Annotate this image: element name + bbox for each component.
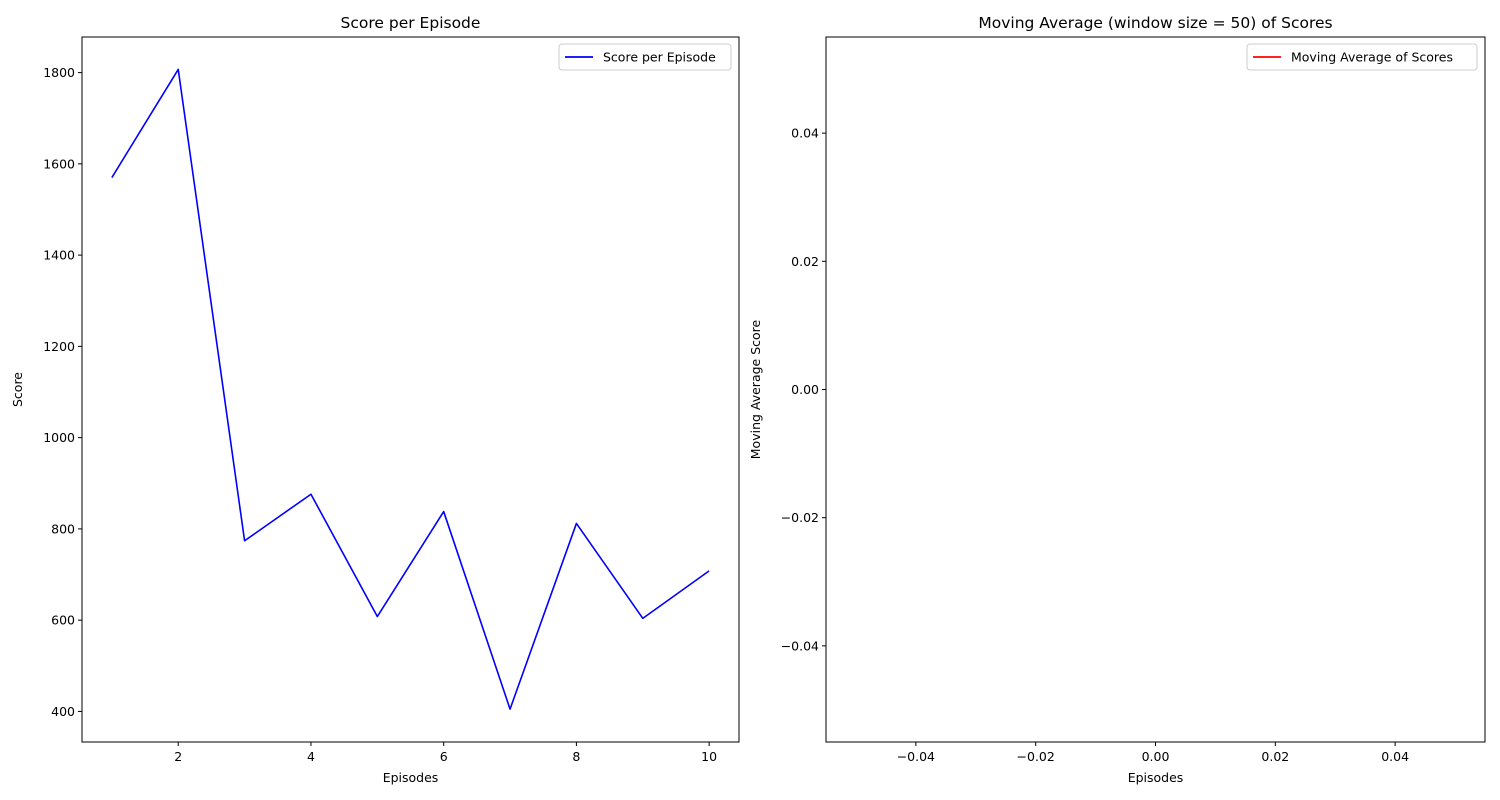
y-tick-label: −0.02	[781, 510, 819, 525]
y-tick-label: 1000	[43, 430, 75, 445]
legend-label: Moving Average of Scores	[1291, 50, 1453, 65]
y-tick-label: 400	[51, 704, 75, 719]
legend-box	[1246, 43, 1478, 71]
y-tick-label: 1400	[43, 248, 75, 263]
y-tick-label: 0.02	[791, 254, 819, 269]
y-tick-label: −0.04	[781, 638, 819, 653]
legend: Moving Average of Scores	[1246, 43, 1478, 71]
x-axis-label: Episodes	[383, 770, 439, 785]
x-tick-label: 4	[307, 749, 315, 764]
series-line-1	[111, 68, 710, 710]
chart-panel-1: 2 4 6 8 10 400 600 800 1000 1200 1400 1600 1800 Score…	[10, 14, 740, 785]
x-tick-label: 8	[572, 749, 580, 764]
y-tick-label: 1800	[43, 65, 75, 80]
x-axis-label: Episodes	[1128, 770, 1184, 785]
y-axis-label: Score	[10, 372, 25, 407]
y-tick-label: 600	[51, 613, 75, 628]
y-tick-label: 1200	[43, 339, 75, 354]
y-tick-label: 1600	[43, 156, 75, 171]
chart-title: Score per Episode	[341, 14, 481, 32]
y-tick-label: 0.04	[791, 126, 819, 141]
legend-box	[558, 43, 732, 71]
y-tick-label: 0.00	[791, 382, 819, 397]
x-tick-label: 2	[174, 749, 182, 764]
legend-label: Score per Episode	[603, 50, 716, 65]
y-tick-label: 800	[51, 521, 75, 536]
x-tick-label: 0.02	[1261, 749, 1289, 764]
x-tick-label: 0.00	[1142, 749, 1170, 764]
legend: Score per Episode	[558, 43, 732, 71]
chart-panel-2: −0.04 −0.02 0.00 0.02 0.04 −0.04 −0.02 0.00 0.02…	[748, 14, 1486, 785]
chart-title: Moving Average (window size = 50) of Sco…	[978, 14, 1332, 32]
x-tick-label: 0.04	[1381, 749, 1409, 764]
x-tick-label: −0.02	[1017, 749, 1055, 764]
x-tick-label: 10	[701, 749, 717, 764]
y-axis-label: Moving Average Score	[748, 319, 763, 459]
x-tick-label: −0.04	[897, 749, 935, 764]
x-tick-label: 6	[440, 749, 448, 764]
plot-frame	[825, 36, 1486, 743]
plot-frame	[81, 36, 740, 743]
